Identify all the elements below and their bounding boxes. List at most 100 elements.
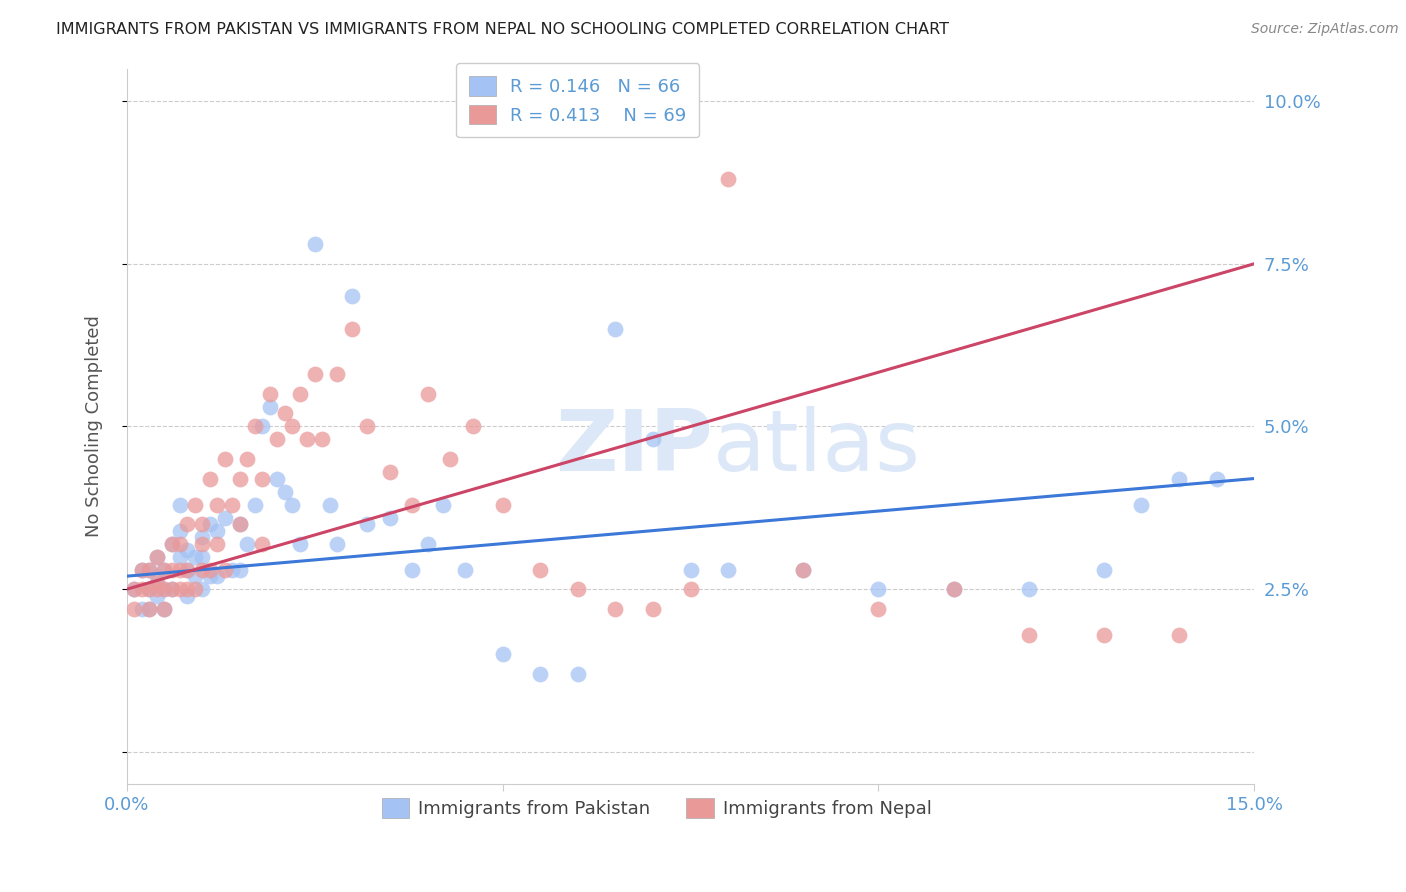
- Point: [146, 549, 169, 564]
- Point: [942, 582, 965, 597]
- Point: [169, 536, 191, 550]
- Point: [153, 601, 176, 615]
- Point: [274, 407, 297, 421]
- Point: [131, 563, 153, 577]
- Point: [198, 569, 221, 583]
- Point: [342, 322, 364, 336]
- Point: [432, 498, 454, 512]
- Point: [221, 563, 243, 577]
- Point: [183, 549, 205, 564]
- Point: [868, 601, 890, 615]
- Point: [191, 549, 214, 564]
- Point: [153, 563, 176, 577]
- Text: ZIP: ZIP: [555, 407, 713, 490]
- Point: [191, 536, 214, 550]
- Point: [214, 563, 236, 577]
- Point: [153, 563, 176, 577]
- Point: [243, 498, 266, 512]
- Point: [169, 498, 191, 512]
- Point: [378, 510, 401, 524]
- Point: [169, 582, 191, 597]
- Point: [868, 582, 890, 597]
- Point: [1205, 471, 1227, 485]
- Point: [138, 601, 160, 615]
- Point: [169, 549, 191, 564]
- Point: [1018, 628, 1040, 642]
- Point: [492, 647, 515, 661]
- Point: [191, 582, 214, 597]
- Point: [1092, 563, 1115, 577]
- Point: [288, 536, 311, 550]
- Point: [356, 517, 378, 532]
- Point: [183, 569, 205, 583]
- Point: [124, 582, 146, 597]
- Point: [176, 563, 198, 577]
- Point: [138, 563, 160, 577]
- Point: [153, 582, 176, 597]
- Point: [529, 563, 551, 577]
- Point: [356, 419, 378, 434]
- Point: [416, 387, 439, 401]
- Point: [401, 563, 423, 577]
- Point: [567, 666, 589, 681]
- Point: [274, 484, 297, 499]
- Point: [250, 471, 273, 485]
- Point: [641, 433, 664, 447]
- Point: [250, 536, 273, 550]
- Point: [160, 536, 183, 550]
- Point: [205, 524, 228, 538]
- Point: [160, 582, 183, 597]
- Text: atlas: atlas: [713, 407, 921, 490]
- Point: [221, 498, 243, 512]
- Point: [228, 517, 250, 532]
- Point: [266, 471, 288, 485]
- Point: [1018, 582, 1040, 597]
- Point: [717, 563, 740, 577]
- Point: [304, 368, 326, 382]
- Point: [942, 582, 965, 597]
- Point: [342, 289, 364, 303]
- Point: [160, 582, 183, 597]
- Point: [461, 419, 484, 434]
- Point: [169, 563, 191, 577]
- Point: [146, 589, 169, 603]
- Point: [146, 575, 169, 590]
- Point: [205, 498, 228, 512]
- Point: [236, 452, 259, 467]
- Point: [792, 563, 814, 577]
- Point: [191, 517, 214, 532]
- Point: [326, 536, 349, 550]
- Point: [191, 563, 214, 577]
- Point: [183, 498, 205, 512]
- Point: [176, 517, 198, 532]
- Point: [1168, 628, 1191, 642]
- Point: [183, 582, 205, 597]
- Point: [605, 322, 627, 336]
- Point: [153, 582, 176, 597]
- Point: [297, 433, 319, 447]
- Point: [281, 498, 304, 512]
- Point: [228, 471, 250, 485]
- Point: [146, 549, 169, 564]
- Point: [131, 601, 153, 615]
- Point: [198, 563, 221, 577]
- Point: [679, 563, 702, 577]
- Point: [454, 563, 477, 577]
- Point: [124, 582, 146, 597]
- Point: [138, 601, 160, 615]
- Point: [146, 569, 169, 583]
- Point: [304, 237, 326, 252]
- Point: [205, 536, 228, 550]
- Point: [214, 452, 236, 467]
- Point: [214, 510, 236, 524]
- Point: [492, 498, 515, 512]
- Point: [416, 536, 439, 550]
- Point: [529, 666, 551, 681]
- Point: [131, 582, 153, 597]
- Point: [605, 601, 627, 615]
- Legend: Immigrants from Pakistan, Immigrants from Nepal: Immigrants from Pakistan, Immigrants fro…: [375, 791, 939, 825]
- Point: [138, 582, 160, 597]
- Point: [124, 601, 146, 615]
- Point: [243, 419, 266, 434]
- Point: [205, 569, 228, 583]
